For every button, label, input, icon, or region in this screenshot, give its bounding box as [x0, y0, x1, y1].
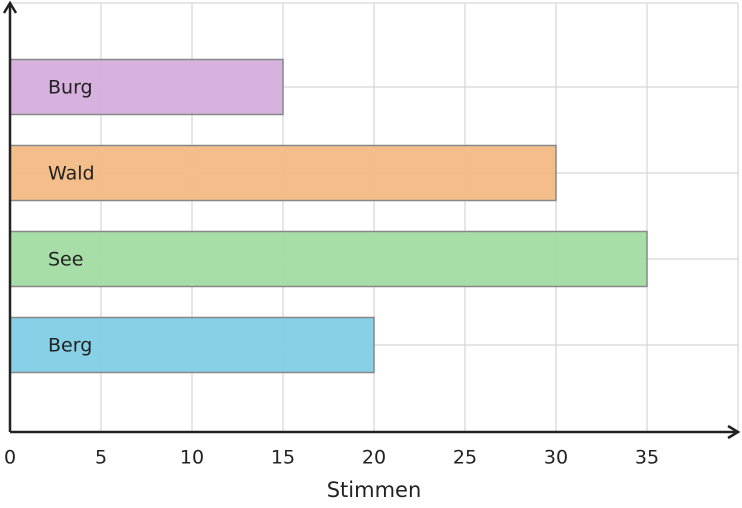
- bar-label: See: [48, 249, 83, 271]
- x-tick-label: 20: [362, 447, 386, 469]
- bar-label: Berg: [48, 335, 92, 357]
- x-tick-label: 5: [95, 447, 107, 469]
- bar: [9, 144, 557, 202]
- x-tick-label: 0: [4, 447, 16, 469]
- bar: [9, 230, 648, 288]
- bar-label: Burg: [48, 77, 93, 99]
- x-axis-label: Stimmen: [327, 478, 422, 502]
- x-tick-label: 10: [180, 447, 204, 469]
- x-tick-label: 25: [453, 447, 477, 469]
- x-tick-label: 30: [544, 447, 568, 469]
- y-axis-arrow: [2, 0, 18, 14]
- x-tick-label: 15: [271, 447, 295, 469]
- x-tick-label: 35: [635, 447, 659, 469]
- bar-label: Wald: [48, 163, 95, 185]
- bar: [9, 316, 375, 374]
- x-axis-arrow: [727, 424, 741, 440]
